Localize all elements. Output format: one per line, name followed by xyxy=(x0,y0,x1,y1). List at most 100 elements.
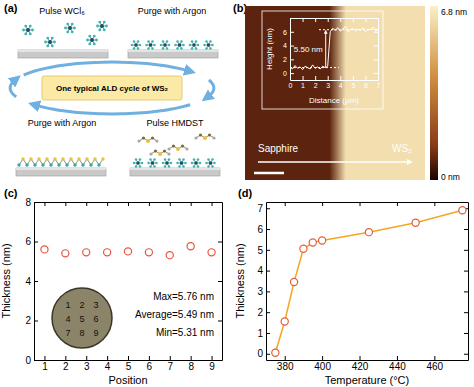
tick: 1 xyxy=(257,328,270,339)
tick: 6 xyxy=(25,236,38,247)
cl-atom xyxy=(131,44,134,47)
cl-atom xyxy=(213,162,216,165)
tick-mark xyxy=(107,356,108,360)
tick: 8 xyxy=(25,197,38,208)
tick-label: 1 xyxy=(257,328,263,339)
panel-label: (c) xyxy=(4,187,18,199)
cl-atom xyxy=(44,41,47,44)
tick-mark xyxy=(374,73,378,74)
colorbar-label: 6.8 nm xyxy=(441,7,467,17)
tick: 3 xyxy=(326,76,330,89)
tick-mark xyxy=(266,333,270,334)
atom xyxy=(203,136,207,140)
cl-atom xyxy=(205,162,208,165)
atom xyxy=(181,144,184,147)
tick-mark xyxy=(365,76,366,80)
tick xyxy=(86,202,87,206)
atom xyxy=(149,152,152,155)
tick-label: 4 xyxy=(25,276,31,287)
wafer-position: 2 xyxy=(79,300,84,310)
tick-mark xyxy=(340,18,341,22)
tick: 6 xyxy=(364,76,368,89)
tick-label: 3 xyxy=(257,286,263,297)
cl-atom xyxy=(24,32,27,35)
tick-label: 380 xyxy=(277,361,294,372)
atom xyxy=(57,163,60,166)
cl-atom xyxy=(168,44,171,47)
cl-atom xyxy=(98,28,101,31)
cl-atom xyxy=(207,158,210,161)
tick: 3 xyxy=(84,356,90,372)
cl-atom xyxy=(166,47,169,50)
tick-mark xyxy=(149,202,150,206)
cl-atom xyxy=(86,39,89,42)
atom xyxy=(21,157,24,160)
tick-label: 2 xyxy=(63,361,69,372)
tick-mark xyxy=(315,18,316,22)
axis: 02468 xyxy=(25,197,38,366)
tick-mark xyxy=(266,271,270,272)
cl-atom xyxy=(46,37,49,40)
tick-label: 8 xyxy=(188,361,194,372)
tick-mark xyxy=(374,46,378,47)
wafer-position: 7 xyxy=(65,328,70,338)
tick-mark xyxy=(266,354,270,355)
axis xyxy=(218,203,223,361)
data-point xyxy=(459,207,466,214)
cl-atom xyxy=(184,162,187,165)
cl-atom xyxy=(162,47,165,50)
tick xyxy=(464,312,468,313)
cl-atom xyxy=(199,162,202,165)
step-label: Purge with Argon xyxy=(138,6,207,16)
axis: 0246 xyxy=(283,19,294,81)
axis-line xyxy=(266,203,267,361)
cl-atom xyxy=(153,158,156,161)
tick-mark xyxy=(218,242,222,243)
tick xyxy=(360,202,361,206)
data-point xyxy=(166,252,173,259)
afm-panel: (b)0 nm6.8 nmSapphireWS₂012345670246Dist… xyxy=(233,2,467,182)
tick-label: 0 xyxy=(289,82,293,89)
tick xyxy=(218,202,222,203)
panel-label: (d) xyxy=(238,187,252,199)
data-point xyxy=(309,239,316,246)
wcl6-molecule xyxy=(203,40,214,49)
tick: 6 xyxy=(147,356,153,372)
tick-mark xyxy=(170,356,171,360)
wcl6-molecule xyxy=(145,40,156,49)
tick: 4 xyxy=(339,76,343,89)
axis: 01234567 xyxy=(289,76,381,89)
w-atom xyxy=(178,43,182,47)
tick-mark xyxy=(315,76,316,80)
tick xyxy=(218,242,222,243)
tick-label: 460 xyxy=(426,361,443,372)
w-atom xyxy=(149,43,153,47)
wcl6-molecule xyxy=(162,158,173,167)
diagram: (a)Pulse WCl₆Purge with ArgonPulse HMDST… xyxy=(4,2,220,176)
tick-mark xyxy=(328,18,329,22)
tick-mark xyxy=(34,281,38,282)
hmdst-molecule xyxy=(194,133,215,140)
axis: 380400420440460 xyxy=(267,356,469,372)
tick-label: 420 xyxy=(352,361,369,372)
cl-atom xyxy=(162,40,165,43)
tick-label: 4 xyxy=(339,82,343,89)
inset-frame xyxy=(262,11,383,109)
data-line xyxy=(275,210,462,352)
atom xyxy=(37,157,40,160)
tick xyxy=(464,250,468,251)
tick xyxy=(434,202,435,206)
wafer-position: 9 xyxy=(93,328,98,338)
atom xyxy=(45,157,48,160)
cl-atom xyxy=(53,41,56,44)
tick xyxy=(322,202,323,206)
wcl6-molecule xyxy=(22,25,34,36)
tick-mark xyxy=(65,202,66,206)
w-atom xyxy=(26,28,30,32)
cl-atom xyxy=(133,162,136,165)
cl-atom xyxy=(180,47,183,50)
w-atom xyxy=(209,161,213,165)
atom xyxy=(69,157,72,160)
tick-mark xyxy=(266,312,270,313)
tick-label: 6 xyxy=(147,361,153,372)
